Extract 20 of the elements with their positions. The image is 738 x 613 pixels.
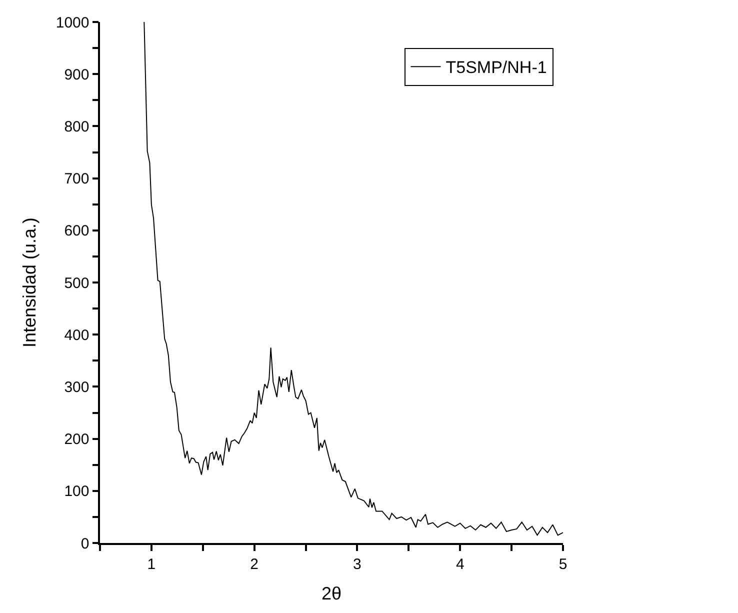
line-series — [144, 22, 563, 536]
y-tick-label: 300 — [64, 378, 90, 396]
y-tick-label: 600 — [64, 222, 90, 240]
x-tick-label: 5 — [558, 556, 568, 573]
y-axis-title: Intensidad (u.a.) — [20, 217, 40, 348]
y-tick-label: 100 — [64, 483, 90, 500]
x-tick-label: 2 — [250, 556, 258, 573]
x-tick-label: 1 — [147, 556, 156, 573]
x-axis-title: 2θ — [321, 583, 342, 604]
y-tick-label: 900 — [64, 66, 90, 84]
x-tick-label: 4 — [456, 556, 464, 573]
y-tick-label: 200 — [64, 431, 90, 448]
y-tick-label: 0 — [80, 535, 90, 552]
y-tick-label: 500 — [64, 274, 90, 292]
y-tick-label: 700 — [64, 170, 90, 188]
legend-label: T5SMP/NH-1 — [446, 58, 547, 78]
x-tick-label: 3 — [353, 556, 362, 573]
y-tick-label: 400 — [64, 326, 90, 344]
y-tick-label: 1000 — [56, 14, 90, 32]
y-tick-label: 800 — [64, 118, 90, 136]
